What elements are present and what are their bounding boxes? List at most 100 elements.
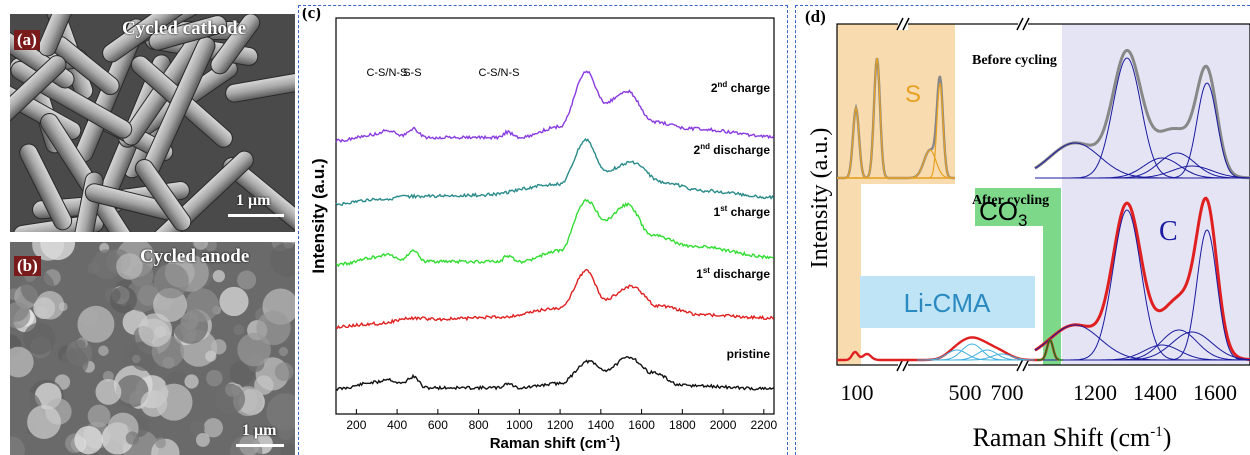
plot-frame-d: [836, 23, 1250, 366]
particle: [129, 341, 160, 371]
sem-anode-texture: [10, 242, 295, 455]
particle: [233, 324, 245, 336]
particle: [205, 350, 217, 362]
spectrum-after-low: [837, 336, 1060, 362]
particle: [115, 375, 149, 408]
particle: [237, 270, 257, 290]
spectrum-line-c: [335, 198, 774, 268]
CO3-fit-peak: [1037, 338, 1063, 361]
axis-break-gap: [1018, 359, 1028, 371]
x-tick-label-c: 2200: [750, 418, 777, 432]
scale-bar-a: [228, 214, 284, 217]
sem-cathode-texture: [10, 14, 295, 232]
LiCMA-fit-peak: [917, 353, 1035, 361]
C-fit-peak-before: [1035, 152, 1250, 179]
particle: [219, 286, 249, 317]
CO3-band: [1043, 188, 1061, 365]
nanorod: [38, 14, 79, 57]
raman-chart-c: (c) 200 400 600 800 1000 1200 1400 1600 1800 2000 2…: [302, 8, 777, 452]
particle: [109, 286, 137, 314]
x-tick-label-c: 1800: [669, 418, 696, 432]
sem-image-cathode: [10, 14, 295, 232]
axis-break-mark: [1016, 358, 1024, 372]
particle: [35, 290, 65, 320]
x-tick-label-d: 1600: [1193, 380, 1237, 405]
panel-frame-c: [298, 5, 788, 455]
particle: [254, 375, 274, 395]
particle: [214, 383, 246, 414]
panel-label-d: (d): [805, 8, 826, 26]
particle: [138, 313, 173, 347]
series-label-c: pristine: [727, 347, 771, 361]
particle: [237, 332, 271, 367]
x-tick-label-c: 600: [428, 418, 448, 432]
x-tick-label-c: 1600: [628, 418, 655, 432]
panel-label-a: (a): [14, 30, 40, 50]
panel-frame-d: [795, 5, 1250, 455]
scale-label-a: 1 μm: [236, 192, 271, 209]
particle: [98, 345, 109, 356]
annotation-before-cycling: Before cycling: [972, 53, 1057, 68]
particle: [278, 347, 289, 357]
particle: [87, 404, 111, 428]
particle: [195, 432, 210, 447]
particle: [155, 437, 166, 449]
peak-label-c: C-S/N-S: [479, 67, 520, 79]
axis-break-mark: [1016, 17, 1024, 31]
nanorod: [10, 55, 67, 128]
axis-break-gap: [898, 359, 908, 371]
x-tick-label-d: 1400: [1133, 380, 1177, 405]
nanorod: [148, 15, 228, 51]
particle: [10, 302, 31, 329]
particle: [75, 339, 86, 350]
x-tick-label-c: 2000: [710, 418, 737, 432]
x-tick-label-d: 700: [991, 380, 1024, 405]
x-tick-label-c: 1200: [547, 418, 574, 432]
y-axis-label-c: Intensity (a.u.): [309, 158, 328, 273]
sem-image-anode: [10, 242, 295, 455]
series-label-c: 1st charge: [714, 204, 771, 219]
particle: [266, 393, 295, 432]
particle: [23, 322, 56, 355]
axis-break-mark: [896, 17, 904, 31]
particle: [125, 431, 140, 445]
particle: [102, 370, 114, 382]
nanorod: [142, 150, 254, 232]
x-tick-label-c: 200: [346, 418, 366, 432]
particle: [274, 362, 294, 382]
particle: [60, 348, 89, 377]
x-axis-label-c: Raman shift (cm-1): [490, 434, 621, 452]
nanorod: [19, 143, 73, 231]
annotation-after-cycling: After cycling: [972, 193, 1049, 208]
panel-label-b: (b): [14, 256, 41, 276]
particle: [91, 249, 122, 280]
x-tick-label-c: 400: [387, 418, 407, 432]
C-fit-peak-after: [1035, 329, 1250, 361]
x-tick-label-d: 500: [949, 380, 982, 405]
x-tick-label-c: 800: [469, 418, 489, 432]
panel-title-anode: Cycled anode: [140, 246, 250, 267]
particle: [154, 263, 189, 299]
x-tick-label-d: 1200: [1073, 380, 1117, 405]
series-label-c: 2nd discharge: [694, 142, 771, 157]
S-band-bottom: [837, 184, 861, 365]
CO3-label-box: [975, 188, 1045, 226]
x-tick-label-c: 1400: [587, 418, 614, 432]
spectrum-line-c: [335, 268, 775, 330]
S-band-top: [837, 24, 955, 184]
particle: [278, 424, 294, 440]
particle: [206, 369, 223, 387]
spectrum-line-c: [335, 137, 775, 207]
particle: [212, 269, 225, 283]
particle: [193, 242, 208, 250]
particle: [185, 288, 219, 322]
raman-chart-d: (d) 100 500 700 1200 1400 1600 Raman Shift (cm-…: [805, 8, 1250, 452]
panel-label-c: (c): [302, 8, 321, 22]
plot-frame-c: [335, 17, 775, 415]
peak-label-c: C-S/N-S: [366, 67, 407, 79]
particle: [256, 310, 291, 346]
series-label-c: 2nd charge: [711, 80, 770, 95]
x-axis-label-d: Raman Shift (cm-1): [973, 423, 1172, 452]
particle: [87, 262, 100, 275]
LiCMA-box: [860, 276, 1035, 328]
